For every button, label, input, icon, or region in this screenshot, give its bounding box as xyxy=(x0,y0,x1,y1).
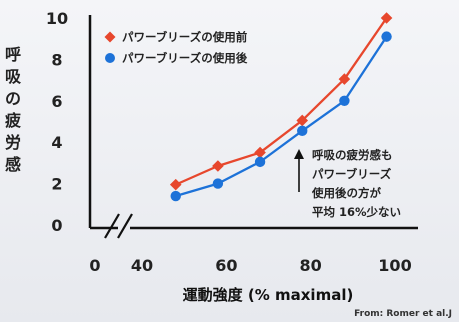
legend-after-marker xyxy=(105,53,115,63)
after-data-point xyxy=(212,178,224,189)
y-axis-label-char: 吸 xyxy=(5,67,22,86)
x-tick-label: 40 xyxy=(131,256,153,275)
annotation-line: パワーブリーズ xyxy=(312,167,392,181)
legend-before-label: パワーブリーズの使用前 xyxy=(122,30,248,44)
after-data-point xyxy=(381,31,392,42)
after-data-point xyxy=(297,125,308,137)
before-data-point xyxy=(296,114,309,127)
y-tick-label: 8 xyxy=(51,50,62,69)
after-series-line xyxy=(174,35,388,198)
y-tick-label: 2 xyxy=(51,175,62,194)
y-tick-label: 0 xyxy=(51,216,62,235)
annotation-line: 平均 16%少ない xyxy=(312,205,401,219)
x-tick-label: 100 xyxy=(378,256,411,275)
y-tick-label: 4 xyxy=(51,133,62,152)
before-data-point xyxy=(254,146,266,159)
y-axis-label-char: の xyxy=(5,89,21,108)
before-data-point xyxy=(169,178,182,191)
y-axis-label-char: 呼 xyxy=(5,45,21,64)
axis-break-mark-right xyxy=(117,213,133,239)
x-tick-label: 60 xyxy=(215,256,237,275)
before-series-line xyxy=(174,16,388,186)
y-axis-label-char: 疲 xyxy=(5,111,21,130)
y-axis-label-char: 感 xyxy=(5,155,21,174)
x-tick-label: 80 xyxy=(300,256,322,275)
legend-before-marker xyxy=(104,31,116,43)
before-data-point xyxy=(338,73,351,85)
before-data-point xyxy=(380,12,393,24)
y-tick-label: 10 xyxy=(46,9,68,28)
y-tick-label: 6 xyxy=(51,92,62,111)
source-label: From: Romer et al.J xyxy=(354,309,452,319)
before-data-point xyxy=(212,160,224,172)
after-data-point xyxy=(254,156,266,168)
y-axis-label-char: 労 xyxy=(5,133,21,152)
annotation-line: 呼吸の疲労感も xyxy=(312,148,393,162)
x-axis-label: 運動強度 (% maximal) xyxy=(183,286,354,304)
x-tick-label: 0 xyxy=(89,256,100,275)
annotation-arrow-head xyxy=(294,149,304,159)
legend-after-label: パワーブリーズの使用後 xyxy=(122,51,248,65)
after-data-point xyxy=(170,190,181,202)
annotation-line: 使用後の方が xyxy=(311,186,381,200)
axis-break-mark-left xyxy=(104,213,120,239)
after-data-point xyxy=(339,95,350,107)
